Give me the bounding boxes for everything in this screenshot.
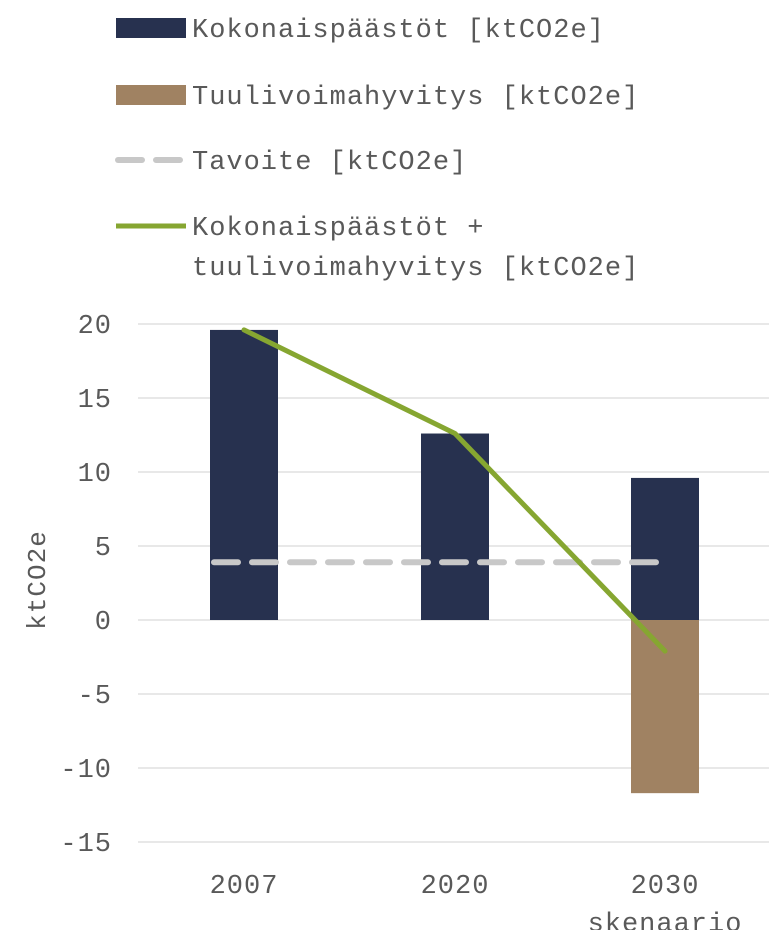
y-tick-label: 5 bbox=[95, 534, 112, 564]
x-axis-ticks: 2007 2020 2030 skenaario bbox=[210, 872, 743, 930]
legend-label: Tavoite [ktCO2e] bbox=[192, 148, 467, 178]
y-tick-label: 15 bbox=[78, 386, 112, 416]
y-tick-label: 0 bbox=[95, 608, 112, 638]
y-axis-ticks: 20 15 10 5 0 -5 -10 -15 bbox=[60, 312, 112, 860]
y-tick-label: 20 bbox=[78, 312, 112, 342]
bar bbox=[210, 329, 278, 620]
x-tick-label: 2020 bbox=[421, 872, 490, 902]
y-tick-label: -15 bbox=[60, 830, 112, 860]
y-tick-label: -5 bbox=[78, 682, 112, 712]
bar bbox=[421, 433, 489, 620]
x-tick-label: skenaario bbox=[588, 910, 743, 930]
legend-label: Kokonaispäästöt + bbox=[192, 214, 484, 244]
y-tick-label: 10 bbox=[78, 460, 112, 490]
legend-swatch bbox=[116, 18, 186, 38]
bars bbox=[210, 329, 699, 794]
x-tick-label: 2007 bbox=[210, 872, 279, 902]
y-axis-title: ktCO2e bbox=[23, 530, 53, 630]
bar bbox=[631, 620, 699, 794]
legend-label: Kokonaispäästöt [ktCO2e] bbox=[192, 16, 605, 46]
lines bbox=[211, 327, 671, 654]
legend-label: tuulivoimahyvitys [ktCO2e] bbox=[192, 254, 639, 284]
y-tick-label: -10 bbox=[60, 756, 112, 786]
bar bbox=[631, 477, 699, 620]
legend-label: Tuulivoimahyvitys [ktCO2e] bbox=[192, 83, 639, 113]
total-line bbox=[241, 327, 668, 654]
legend-swatch bbox=[116, 85, 186, 105]
x-tick-label: 2030 bbox=[631, 872, 700, 902]
legend: Kokonaispäästöt [ktCO2e] Tuulivoimahyvity… bbox=[115, 16, 639, 284]
